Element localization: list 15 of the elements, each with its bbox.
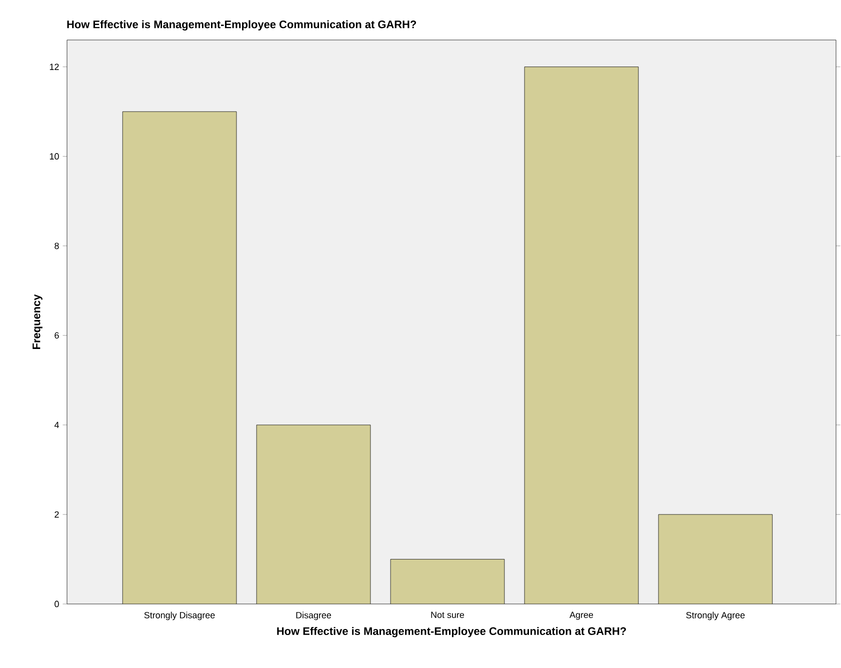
y-tick-label: 10 bbox=[50, 153, 59, 160]
y-tick-label: 4 bbox=[54, 422, 59, 428]
x-axis-title: How Effective is Management-Employee Communication at GARH? bbox=[277, 626, 626, 638]
x-tick-label: Disagree bbox=[296, 612, 332, 620]
y-axis-title: Frequency bbox=[32, 294, 42, 349]
y-tick-label: 8 bbox=[54, 242, 59, 250]
x-tick-label: Not sure bbox=[431, 612, 464, 618]
x-tick-label: Agree bbox=[570, 612, 594, 620]
y-tick-label: 2 bbox=[54, 511, 59, 518]
chart-title: How Effective is Management-Employee Communication at GARH? bbox=[67, 20, 416, 30]
y-tick-label: 0 bbox=[54, 600, 59, 608]
y-tick-label: 12 bbox=[50, 64, 59, 70]
y-tick-label: 6 bbox=[54, 332, 59, 339]
x-tick-label: Strongly Agree bbox=[686, 612, 745, 620]
x-tick-label: Strongly Disagree bbox=[144, 612, 215, 620]
